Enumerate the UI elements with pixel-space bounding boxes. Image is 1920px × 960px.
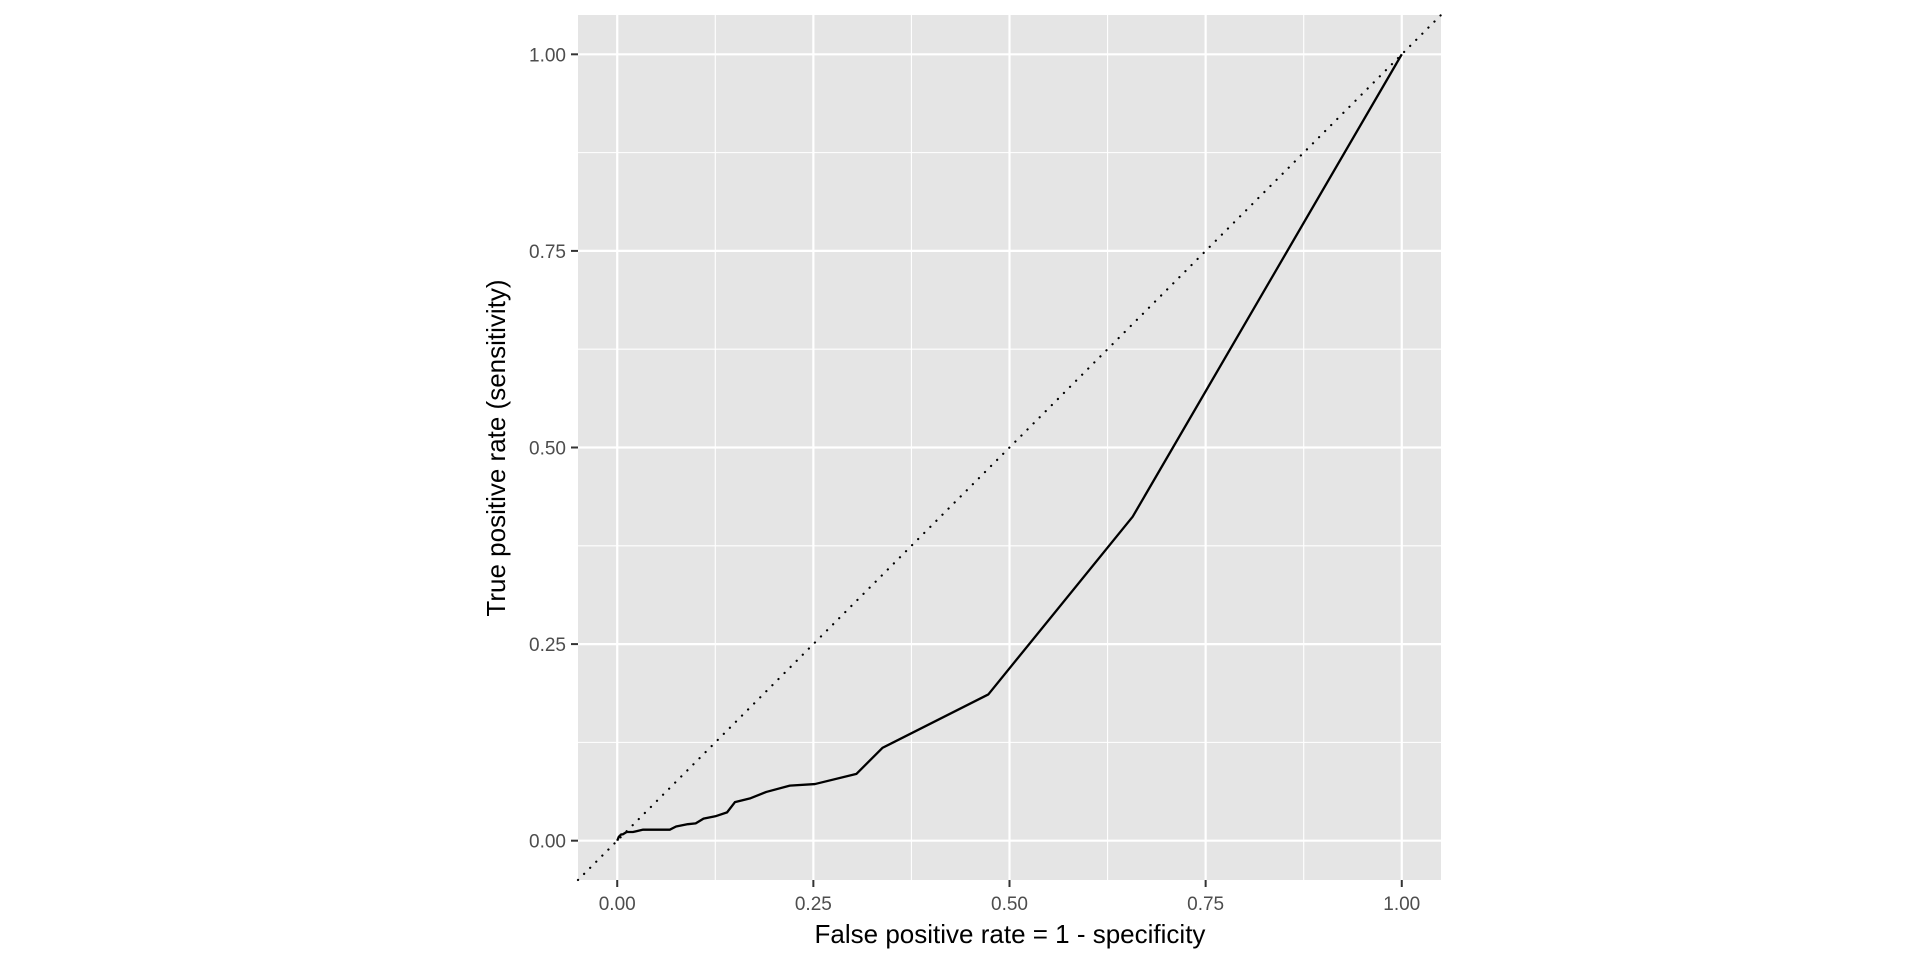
x-axis: 0.00 0.25 0.50 0.75 1.00	[599, 880, 1420, 915]
y-tick-label: 0.75	[529, 242, 566, 263]
y-tick-label: 1.00	[529, 45, 566, 66]
reference-line	[576, 13, 1443, 882]
x-tick-label: 0.50	[991, 894, 1028, 915]
x-tick-label: 0.75	[1187, 894, 1224, 915]
x-tick-label: 1.00	[1383, 894, 1420, 915]
x-tick-label: 0.00	[599, 894, 636, 915]
y-axis-title: True positive rate (sensitivity)	[481, 279, 511, 616]
y-tick-label: 0.50	[529, 439, 566, 460]
x-tick-label: 0.25	[795, 894, 832, 915]
y-tick-label: 0.00	[529, 832, 566, 853]
y-axis: 0.00 0.25 0.50 0.75 1.00	[529, 45, 578, 853]
y-tick-label: 0.25	[529, 635, 566, 656]
roc-curve	[616, 53, 1403, 842]
x-axis-title: False positive rate = 1 - specificity	[815, 919, 1206, 949]
